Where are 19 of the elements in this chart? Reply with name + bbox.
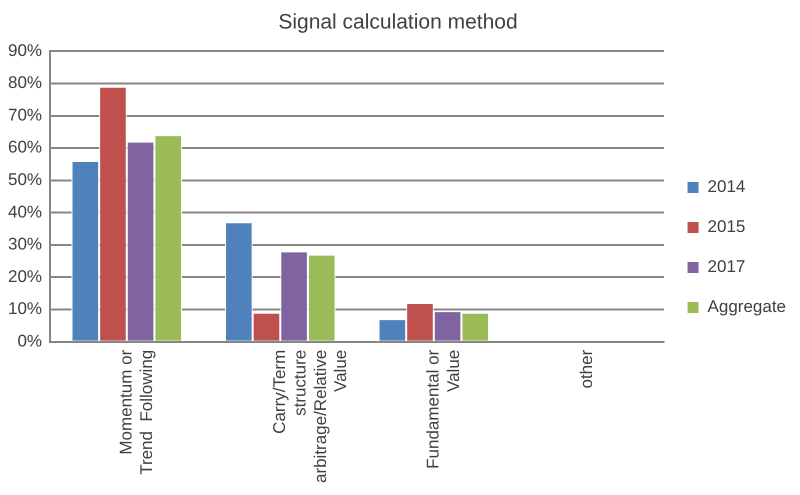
x-tick-label: Momentum or Trend Following <box>116 349 156 475</box>
y-tick-label: 20% <box>8 266 42 286</box>
legend-label: 2015 <box>708 217 746 236</box>
y-tick-label: 30% <box>8 234 42 254</box>
y-tick-label: 40% <box>8 202 42 222</box>
x-tick-label: other <box>576 349 596 389</box>
y-tick-label: 60% <box>8 138 42 157</box>
x-tick-label: Carry/Term structure arbitrage/Relative Value <box>270 350 350 484</box>
y-tick-label: 10% <box>8 299 42 318</box>
y-tick-label: 90% <box>8 40 42 60</box>
legend-label: Aggregate <box>708 297 786 316</box>
legend-label: 2017 <box>708 257 746 276</box>
x-tick-label: Fundamental or Value <box>423 349 463 469</box>
y-tick-label: 50% <box>8 170 42 190</box>
y-tick-label: 70% <box>8 105 42 124</box>
y-tick-label: 0% <box>17 331 42 350</box>
y-tick-label: 80% <box>8 73 42 92</box>
chart-title: Signal calculation method <box>278 10 518 34</box>
legend-label: 2014 <box>708 177 746 196</box>
